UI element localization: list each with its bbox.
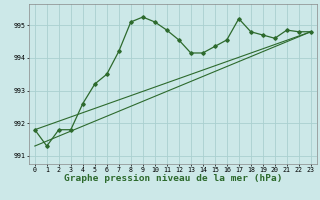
X-axis label: Graphe pression niveau de la mer (hPa): Graphe pression niveau de la mer (hPa) [64,174,282,183]
